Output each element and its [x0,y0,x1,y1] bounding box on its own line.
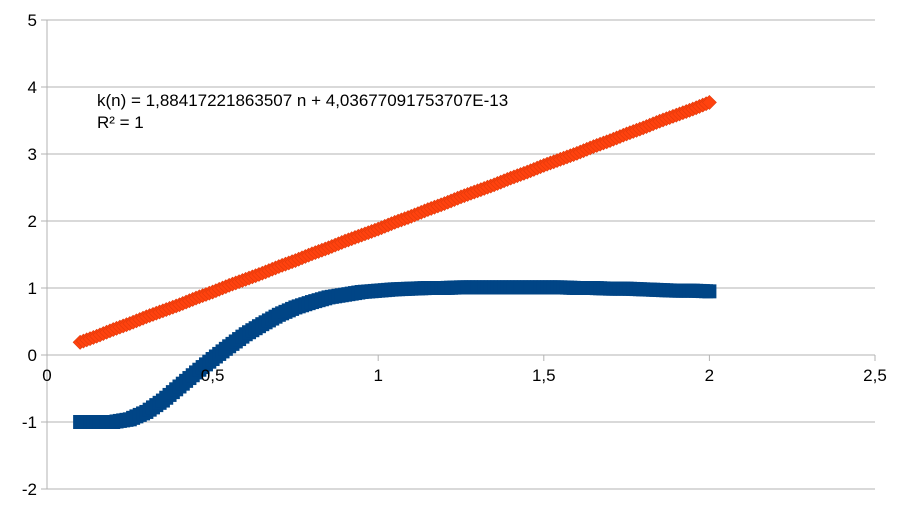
y-tick-label: -1 [22,413,37,432]
axes [41,19,876,490]
tick-labels: 5 4 3 2 1 0 -1 -2 0 0,5 1 1,5 2 2,5 [22,11,887,499]
x-tick-label: 2,5 [863,366,887,385]
y-tick-label: -2 [22,480,37,499]
y-tick-label: 0 [28,346,37,365]
r-squared-label: R² = 1 [97,113,144,132]
y-tick-label: 3 [28,145,37,164]
x-tick-label: 0,5 [201,366,225,385]
y-tick-label: 2 [28,212,37,231]
series [72,94,717,429]
y-tick-label: 4 [28,78,37,97]
y-tick-label: 5 [28,11,37,30]
data-point [701,94,717,110]
data-point [702,284,717,299]
y-tick-label: 1 [28,279,37,298]
x-tick-label: 1,5 [532,366,556,385]
x-tick-label: 2 [705,366,714,385]
series-2 [73,280,717,429]
x-tick-label: 0 [42,366,51,385]
series-1 [72,94,717,350]
trendline-equation: k(n) = 1,88417221863507 n + 4,0367709175… [97,91,508,110]
x-tick-label: 1 [373,366,382,385]
